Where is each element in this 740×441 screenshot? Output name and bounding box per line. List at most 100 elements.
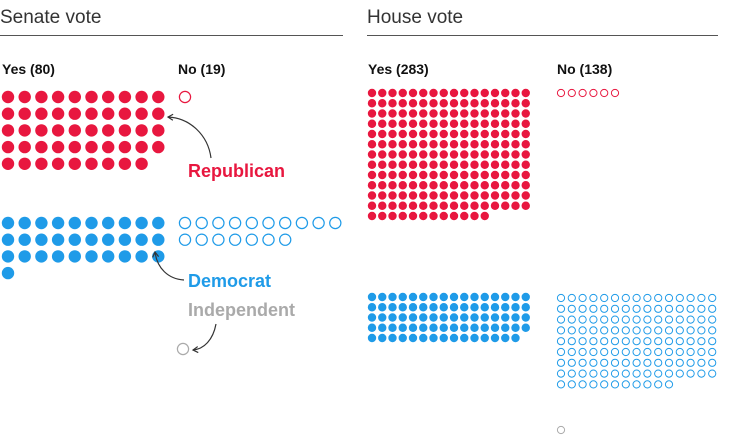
house-republican-yes-dot	[521, 119, 530, 128]
house-democrat-no-dot	[643, 326, 652, 335]
house-democrat-no-dot	[556, 380, 566, 389]
house-democrat-yes-dot	[480, 333, 489, 343]
house-republican-yes-dot	[501, 170, 510, 180]
house-republican-yes-dot	[439, 129, 448, 139]
house-republican-no-dot	[589, 88, 598, 98]
house-democrat-no-dot	[600, 380, 609, 389]
senate-democrat-no-dot	[178, 216, 192, 230]
house-democrat-no-dot	[643, 304, 652, 313]
house-democrat-yes-dot	[480, 303, 489, 312]
senate-democrat-yes-dot	[35, 216, 48, 230]
senate-democrat-yes-dot	[135, 250, 148, 263]
house-democrat-no-dot	[686, 326, 695, 335]
senate-republican-no-dot	[178, 90, 192, 104]
house-republican-yes-dot	[460, 119, 469, 128]
house-democrat-no-dot	[589, 304, 598, 313]
house-republican-yes-dot	[470, 109, 479, 118]
house-democrat-no-dot	[589, 347, 598, 357]
house-republican-yes-dot	[511, 109, 520, 118]
house-democrat-no-dot	[708, 347, 717, 357]
house-republican-yes-dot	[490, 129, 500, 139]
house-democrat-yes-dot	[367, 292, 377, 302]
house-republican-yes-dot	[480, 150, 489, 159]
house-democrat-yes-dot	[470, 292, 479, 302]
house-republican-yes-dot	[439, 181, 448, 190]
house-republican-yes-dot	[470, 140, 479, 149]
house-democrat-no-dot	[632, 326, 641, 335]
house-republican-yes-dot	[408, 88, 418, 98]
senate-republican-yes-dot	[118, 124, 132, 137]
house-republican-yes-dot	[480, 181, 489, 190]
house-republican-yes-dot	[367, 170, 377, 180]
senate-republican-yes-dot	[18, 90, 31, 104]
house-republican-yes-dot	[501, 150, 510, 159]
house-republican-yes-dot	[449, 191, 459, 200]
house-democrat-no-dot	[556, 347, 566, 357]
house-republican-yes-dot	[439, 211, 448, 221]
senate-democrat-no-dot	[195, 233, 208, 246]
house-republican-yes-dot	[367, 99, 377, 108]
house-democrat-no-dot	[632, 380, 641, 389]
house-democrat-yes-dot	[388, 303, 397, 312]
house-democrat-yes-dot	[511, 313, 520, 322]
house-democrat-no-dot	[589, 380, 598, 389]
house-democrat-no-dot	[643, 315, 652, 324]
house-democrat-no-dot	[643, 293, 652, 303]
house-republican-yes-dot	[460, 170, 469, 180]
house-republican-yes-dot	[388, 109, 397, 118]
house-democrat-no-dot	[578, 293, 587, 303]
house-democrat-yes-dot	[398, 333, 407, 343]
house-republican-yes-dot	[490, 181, 500, 190]
house-democrat-no-dot	[578, 304, 587, 313]
senate-democrat-yes-dot	[85, 233, 98, 246]
house-republican-yes-dot	[470, 150, 479, 159]
house-republican-yes-dot	[429, 99, 438, 108]
house-democrat-no-dot	[632, 293, 641, 303]
house-republican-yes-dot	[480, 119, 489, 128]
house-republican-yes-dot	[449, 88, 459, 98]
house-democrat-no-dot	[567, 293, 576, 303]
house-republican-yes-dot	[521, 99, 530, 108]
house-democrat-yes-dot	[367, 333, 377, 343]
senate-republican-yes-dot	[68, 90, 82, 104]
house-republican-yes-dot	[439, 140, 448, 149]
house-democrat-no-dot	[556, 304, 566, 313]
senate-democrat-yes-dot	[68, 233, 82, 246]
house-independent-no-dot	[556, 425, 566, 435]
house-democrat-no-dot	[610, 337, 620, 346]
house-democrat-no-dot	[686, 369, 695, 378]
house-republican-yes-dot	[408, 170, 418, 180]
house-democrat-no-dot	[567, 304, 576, 313]
house-democrat-yes-dot	[480, 323, 489, 332]
house-republican-yes-dot	[398, 119, 407, 128]
senate-republican-yes-dot	[85, 107, 98, 120]
house-republican-yes-dot	[470, 99, 479, 108]
senate-title: Senate vote	[0, 7, 102, 28]
house-democrat-no-dot	[610, 369, 620, 378]
house-democrat-no-dot	[664, 315, 674, 324]
house-democrat-yes-dot	[429, 323, 438, 332]
house-republican-yes-dot	[398, 181, 407, 190]
senate-democrat-yes-dot	[1, 216, 15, 230]
house-republican-yes-dot	[511, 150, 520, 159]
house-republican-yes-dot	[439, 150, 448, 159]
house-republican-yes-dot	[429, 201, 438, 210]
house-republican-yes-dot	[460, 160, 469, 169]
house-republican-yes-dot	[367, 150, 377, 159]
house-democrat-no-dot	[708, 326, 717, 335]
senate-democrat-yes-dot	[102, 233, 115, 246]
senate-democrat-yes-dot	[135, 216, 148, 230]
house-democrat-no-dot	[632, 369, 641, 378]
senate-no-label: No (19)	[178, 61, 226, 77]
house-democrat-yes-dot	[388, 323, 397, 332]
house-republican-yes-dot	[449, 160, 459, 169]
house-republican-yes-dot	[521, 191, 530, 200]
house-republican-yes-dot	[388, 211, 397, 221]
house-republican-yes-dot	[408, 99, 418, 108]
senate-democrat-yes-dot	[85, 216, 98, 230]
house-democrat-yes-dot	[429, 333, 438, 343]
house-republican-yes-dot	[429, 181, 438, 190]
house-democrat-yes-dot	[419, 292, 428, 302]
house-republican-yes-dot	[490, 201, 500, 210]
